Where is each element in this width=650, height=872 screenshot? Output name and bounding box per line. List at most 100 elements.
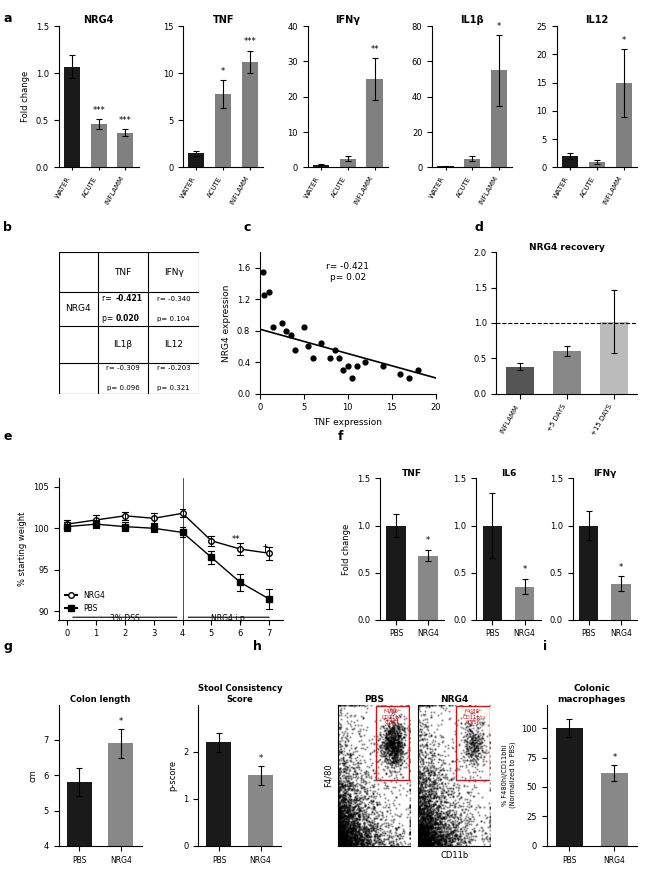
Point bbox=[423, 838, 434, 852]
Point bbox=[430, 826, 440, 840]
Point bbox=[426, 718, 436, 732]
Point bbox=[428, 838, 439, 852]
Point bbox=[440, 825, 450, 839]
Point bbox=[413, 804, 424, 818]
Point bbox=[352, 788, 363, 802]
Point bbox=[417, 837, 428, 851]
Point bbox=[463, 747, 474, 761]
Point bbox=[417, 817, 427, 831]
Point bbox=[335, 810, 346, 824]
Point bbox=[341, 828, 352, 841]
Point bbox=[414, 724, 424, 738]
Point bbox=[382, 732, 393, 746]
Point bbox=[466, 725, 476, 739]
Point bbox=[339, 820, 349, 834]
Point bbox=[441, 805, 451, 819]
Point bbox=[337, 789, 347, 803]
Point bbox=[357, 822, 367, 836]
Point bbox=[387, 728, 398, 742]
Point bbox=[432, 809, 443, 823]
Point bbox=[486, 818, 496, 832]
Point bbox=[434, 810, 445, 824]
Point bbox=[383, 731, 393, 745]
Point bbox=[348, 807, 358, 821]
Point bbox=[424, 814, 435, 828]
Point bbox=[391, 821, 401, 835]
Point bbox=[477, 754, 488, 768]
Point bbox=[387, 721, 398, 735]
Point bbox=[435, 837, 445, 851]
Point bbox=[333, 766, 344, 780]
Point bbox=[461, 818, 471, 832]
Point bbox=[349, 760, 359, 774]
Point bbox=[362, 828, 372, 841]
Point bbox=[395, 743, 406, 757]
Point bbox=[352, 836, 362, 850]
Point bbox=[471, 741, 481, 755]
Point bbox=[404, 783, 415, 797]
Point bbox=[422, 764, 433, 778]
Point bbox=[426, 839, 437, 853]
Point bbox=[336, 836, 346, 850]
Point bbox=[430, 807, 441, 821]
Point bbox=[389, 726, 400, 740]
Point bbox=[346, 722, 357, 736]
Point bbox=[470, 753, 480, 766]
Point bbox=[335, 806, 345, 820]
Point bbox=[418, 811, 428, 825]
Point bbox=[419, 818, 430, 832]
Point bbox=[419, 835, 429, 848]
Point bbox=[360, 819, 370, 833]
Point bbox=[386, 740, 396, 754]
Point bbox=[434, 807, 444, 821]
Point bbox=[420, 777, 430, 791]
Point bbox=[367, 814, 377, 828]
Point bbox=[419, 799, 429, 813]
Point bbox=[421, 825, 432, 839]
Point bbox=[334, 788, 345, 802]
Point bbox=[344, 835, 354, 849]
Point bbox=[382, 727, 392, 741]
Point bbox=[395, 367, 406, 381]
Point bbox=[337, 814, 348, 828]
Point bbox=[352, 801, 363, 815]
Point bbox=[338, 790, 348, 804]
Point bbox=[413, 800, 424, 814]
Point bbox=[354, 835, 365, 848]
Point bbox=[421, 790, 431, 804]
Point bbox=[428, 831, 438, 845]
Point bbox=[393, 721, 404, 735]
Point bbox=[384, 798, 394, 812]
Point bbox=[465, 834, 475, 848]
Point bbox=[424, 756, 434, 770]
Point bbox=[335, 830, 345, 844]
Point bbox=[423, 814, 434, 828]
Point bbox=[337, 785, 348, 799]
Point bbox=[334, 826, 345, 840]
Point bbox=[422, 812, 433, 826]
Point bbox=[457, 770, 467, 784]
Point bbox=[382, 752, 392, 766]
Point bbox=[425, 745, 436, 759]
Point bbox=[350, 833, 360, 847]
Point bbox=[436, 825, 446, 839]
Point bbox=[361, 805, 372, 819]
Point bbox=[418, 819, 428, 833]
Point bbox=[339, 821, 350, 835]
Point bbox=[417, 767, 427, 781]
Point bbox=[343, 810, 354, 824]
Point bbox=[395, 749, 406, 763]
Point bbox=[340, 787, 350, 800]
Point bbox=[404, 800, 415, 814]
Point bbox=[345, 816, 356, 830]
Point bbox=[419, 809, 429, 823]
Point bbox=[335, 814, 346, 828]
Point bbox=[384, 830, 394, 844]
Point bbox=[417, 815, 428, 829]
Point bbox=[350, 765, 360, 779]
Point bbox=[359, 784, 370, 798]
Point bbox=[430, 823, 440, 837]
Point bbox=[383, 737, 393, 751]
Point bbox=[334, 767, 345, 781]
Point bbox=[432, 830, 442, 844]
